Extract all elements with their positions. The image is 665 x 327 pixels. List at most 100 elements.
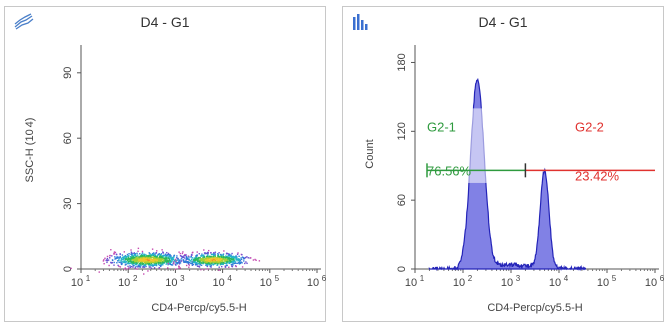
scatter-point [116,260,119,262]
scatter-point [238,258,241,260]
scatter-point [162,261,164,263]
scatter-point [166,259,168,261]
scatter-point [151,264,154,266]
scatter-point [129,266,131,269]
scatter-point [207,260,209,262]
scatter-point [204,258,207,261]
scatter-point [216,259,218,261]
scatter-point [204,261,207,263]
scatter-point [167,267,169,269]
scatter-point [143,264,145,267]
scatter-point [142,254,145,257]
scatter-point [129,258,131,260]
scatter-point [151,258,153,261]
scatter-point [138,259,140,261]
scatter-point [154,261,156,263]
scatter-point [159,260,162,262]
scatter-point [116,257,118,259]
scatter-point [196,260,199,262]
scatter-point [207,268,209,270]
scatter-point [110,262,113,264]
scatter-x-axis-label: CD4-Percp/cy5.5-H [151,302,246,314]
scatter-point [190,262,192,265]
scatter-point [131,254,133,257]
hist-y-axis-label: Count [364,139,376,168]
scatter-point [149,253,151,256]
scatter-point [218,259,220,262]
scatter-point [203,254,205,257]
scatter-point [169,257,171,260]
scatter-point [149,262,152,264]
scatter-point [174,263,177,266]
scatter-point [209,261,211,263]
scatter-point [127,262,130,265]
scatter-point [134,263,136,266]
scatter-point [142,263,144,265]
scatter-point [145,257,148,259]
scatter-point [240,258,243,261]
scatter-x-tick-label: 10 2 [118,274,138,289]
scatter-point [154,256,156,258]
scatter-point [152,256,154,259]
scatter-point [139,266,142,268]
scatter-point [133,264,135,267]
scatter-point [137,261,140,263]
scatter-point [173,259,175,262]
scatter-point [163,259,165,261]
scatter-point [144,260,146,262]
scatter-point [168,260,170,262]
scatter-point [198,257,200,259]
scatter-point [192,261,194,264]
scatter-point [231,256,233,259]
scatter-point [230,263,233,266]
scatter-point [218,261,220,264]
scatter-point [200,255,202,257]
scatter-point [155,262,157,264]
scatter-point [165,263,167,265]
scatter-point [226,260,228,263]
scatter-point [126,259,129,262]
scatter-point [228,257,231,259]
scatter-point [216,263,219,265]
scatter-point [121,254,124,256]
scatter-point [139,259,142,262]
scatter-point [108,264,110,267]
scatter-point [223,250,225,252]
dot-plot-icon[interactable] [13,13,35,31]
scatter-point [232,259,234,262]
scatter-point [168,258,170,260]
scatter-point [155,264,158,267]
scatter-point [186,261,188,264]
scatter-point [106,261,108,264]
scatter-point [106,259,109,262]
scatter-point [185,258,188,261]
scatter-point [231,255,233,258]
scatter-point [228,255,230,257]
scatter-plot-panel: D4 - G1 10 1 10 2 10 3 10 4 10 5 10 6 0 30 60 90 CD4-Per… [4,6,327,322]
histogram-area [428,77,586,272]
scatter-point [200,257,202,260]
scatter-point [154,253,156,255]
scatter-point [203,259,206,262]
scatter-point [227,255,229,258]
scatter-point [172,258,175,260]
gate-g2-1-name: G2-1 [427,119,456,134]
scatter-point [230,258,233,261]
scatter-point [208,259,211,262]
histogram-icon[interactable] [351,13,373,31]
scatter-point [230,257,232,260]
scatter-point [176,263,178,265]
scatter-point [143,253,145,256]
scatter-point [156,254,159,257]
scatter-point [214,253,217,255]
scatter-point [126,253,129,256]
hist-x-tick-label: 10 3 [501,274,521,289]
hist-y-tick-label: 0 [396,266,408,272]
scatter-point [139,255,141,258]
scatter-point [150,263,153,265]
scatter-point [114,256,116,258]
scatter-point [114,251,117,254]
scatter-point [185,256,188,259]
scatter-point [156,258,158,261]
scatter-point [200,269,202,271]
